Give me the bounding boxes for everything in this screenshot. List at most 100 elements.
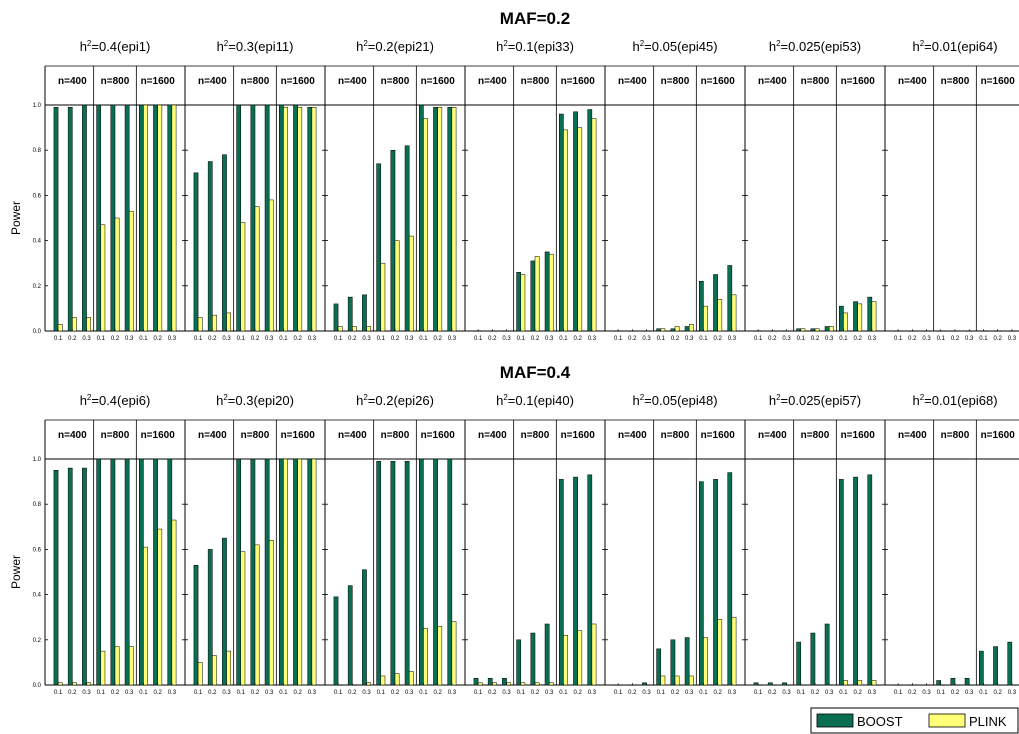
panel-title-sup: 2 xyxy=(920,393,925,402)
group-label: n=400 xyxy=(198,76,227,87)
x-tick-label: 0.2 xyxy=(993,336,1002,342)
x-tick-label: 0.1 xyxy=(139,690,148,696)
x-tick-label: 0.2 xyxy=(908,336,917,342)
x-tick-label: 0.3 xyxy=(405,336,414,342)
panel-title: h2=0.1(epi40) xyxy=(496,393,574,408)
x-tick-label: 0.3 xyxy=(965,690,974,696)
bar-plink xyxy=(283,107,288,332)
bar-boost xyxy=(153,458,158,686)
x-tick-label: 0.1 xyxy=(474,336,483,342)
x-tick-label: 0.3 xyxy=(82,690,91,696)
bar-boost xyxy=(727,472,733,686)
bar-plink xyxy=(857,680,863,686)
panel-title-sup: 2 xyxy=(776,39,781,48)
panel-title-h: h xyxy=(80,393,87,408)
group-label: n=400 xyxy=(58,430,87,441)
bar-boost xyxy=(67,107,73,332)
bar-boost xyxy=(433,458,438,686)
bar-plink xyxy=(577,127,583,332)
x-tick-label: 0.1 xyxy=(54,690,63,696)
group-label: n=400 xyxy=(758,430,787,441)
bar-boost xyxy=(656,328,662,332)
panel-title-h2: 0.05 xyxy=(652,393,677,408)
bar-boost xyxy=(53,470,59,686)
x-tick-label: 0.2 xyxy=(293,336,302,342)
panel-title-epi: (epi68) xyxy=(957,393,997,408)
panel-title-h: h xyxy=(356,39,363,54)
x-tick-label: 0.1 xyxy=(979,690,988,696)
bar-plink xyxy=(283,458,288,686)
panel-title-h: h xyxy=(356,393,363,408)
bar-boost xyxy=(936,680,942,686)
bar-boost xyxy=(993,646,998,686)
x-tick-label: 0.3 xyxy=(265,336,274,342)
bar-boost xyxy=(544,251,550,332)
panel-title-h2: 0.3 xyxy=(235,393,253,408)
group-label: n=800 xyxy=(101,76,130,87)
x-tick-label: 0.2 xyxy=(251,690,260,696)
legend-swatch-plink xyxy=(928,713,966,728)
x-tick-label: 0.3 xyxy=(265,690,274,696)
x-tick-label: 0.3 xyxy=(362,336,371,342)
bar-plink xyxy=(114,646,120,686)
bar-boost xyxy=(713,274,718,332)
panel-title: h2=0.3(epi11) xyxy=(217,39,294,54)
x-tick-label: 0.2 xyxy=(811,690,820,696)
bar-plink xyxy=(408,671,414,686)
group-label: n=400 xyxy=(338,430,367,441)
bar-plink xyxy=(534,682,540,686)
bar-boost xyxy=(124,104,130,332)
bar-boost xyxy=(950,677,956,686)
group-label: n=1600 xyxy=(421,430,456,441)
group-label: n=800 xyxy=(101,430,130,441)
bar-boost xyxy=(573,476,578,686)
x-tick-label: 0.3 xyxy=(642,690,651,696)
bar-boost xyxy=(82,104,87,332)
panel-title-sup: 2 xyxy=(363,393,368,402)
bar-plink xyxy=(212,655,217,686)
bar-plink xyxy=(297,107,303,332)
bar-boost xyxy=(767,682,773,686)
bar-boost xyxy=(250,458,256,686)
bar-boost xyxy=(293,458,298,686)
x-tick-label: 0.1 xyxy=(97,690,106,696)
group-label: n=800 xyxy=(521,430,550,441)
x-tick-label: 0.2 xyxy=(573,336,582,342)
x-tick-label: 0.2 xyxy=(993,690,1002,696)
panel-title-h: h xyxy=(632,393,639,408)
x-tick-label: 0.1 xyxy=(559,336,568,342)
bar-boost xyxy=(530,632,536,686)
group-label: n=400 xyxy=(58,76,87,87)
bar-boost xyxy=(278,104,284,332)
panel-title-eq: = xyxy=(644,39,652,54)
panel-title: h2=0.2(epi21) xyxy=(356,39,434,54)
bar-boost xyxy=(558,479,564,686)
group-label: n=800 xyxy=(661,430,690,441)
y-tick-label: 0.8 xyxy=(33,148,42,154)
x-tick-label: 0.2 xyxy=(713,690,722,696)
panel-title-eq: = xyxy=(781,39,789,54)
bar-boost xyxy=(447,458,453,686)
bar-boost xyxy=(516,271,522,332)
bar-boost xyxy=(53,107,59,332)
panel-title-eq: = xyxy=(508,39,516,54)
bar-plink xyxy=(380,675,386,686)
group-label: n=800 xyxy=(941,430,970,441)
bar-plink xyxy=(100,650,106,686)
x-tick-label: 0.1 xyxy=(517,336,526,342)
bar-boost xyxy=(698,281,704,332)
bar-plink xyxy=(226,312,232,332)
bar-boost xyxy=(333,596,339,686)
x-tick-label: 0.2 xyxy=(111,690,120,696)
bar-boost xyxy=(167,458,173,686)
y-axis-label: Power xyxy=(9,201,23,235)
x-tick-label: 0.3 xyxy=(685,336,694,342)
bar-plink xyxy=(674,326,680,332)
panel-title-h2: 0.1 xyxy=(515,393,533,408)
bar-plink xyxy=(814,328,820,332)
panel-title-epi: (epi11) xyxy=(254,39,294,54)
group-label: n=1600 xyxy=(561,430,596,441)
group-label: n=400 xyxy=(478,430,507,441)
bar-boost xyxy=(376,461,382,686)
panel-title-eq: = xyxy=(781,393,789,408)
